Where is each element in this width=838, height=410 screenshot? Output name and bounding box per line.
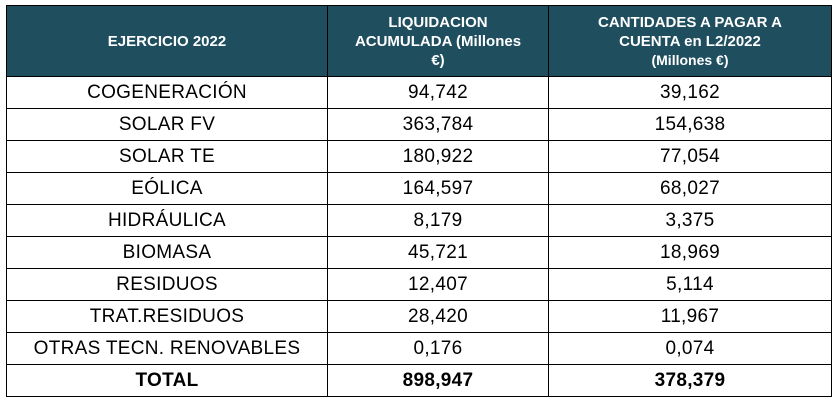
row-label: BIOMASA xyxy=(6,236,328,269)
row-label: SOLAR FV xyxy=(6,108,328,141)
row-liquidacion: 363,784 xyxy=(327,108,549,141)
row-liquidacion: 8,179 xyxy=(327,204,549,237)
row-liquidacion: 164,597 xyxy=(327,172,549,205)
header-liquidacion-line-1: LIQUIDACION xyxy=(388,13,488,31)
table-row: RESIDUOS 12,407 5,114 xyxy=(6,268,832,301)
row-label: SOLAR TE xyxy=(6,140,328,173)
header-ejercicio-line-1: EJERCICIO 2022 xyxy=(107,32,227,50)
header-liquidacion-line-2: ACUMULADA (Millones xyxy=(354,32,522,50)
row-cantidades: 11,967 xyxy=(548,300,832,333)
table-row: TRAT.RESIDUOS 28,420 11,967 xyxy=(6,300,832,333)
table-row: COGENERACIÓN 94,742 39,162 xyxy=(6,76,832,109)
row-liquidacion: 28,420 xyxy=(327,300,549,333)
row-label: EÓLICA xyxy=(6,172,328,205)
liquidacion-table: EJERCICIO 2022 LIQUIDACION ACUMULADA (Mi… xyxy=(6,5,832,397)
total-label: TOTAL xyxy=(6,364,328,397)
row-liquidacion: 45,721 xyxy=(327,236,549,269)
header-liquidacion: LIQUIDACION ACUMULADA (Millones €) xyxy=(327,5,549,77)
row-cantidades: 3,375 xyxy=(548,204,832,237)
table-row: HIDRÁULICA 8,179 3,375 xyxy=(6,204,832,237)
row-liquidacion: 0,176 xyxy=(327,332,549,365)
table-row: SOLAR TE 180,922 77,054 xyxy=(6,140,832,173)
total-liquidacion: 898,947 xyxy=(327,364,549,397)
header-cantidades-line-1: CANTIDADES A PAGAR A xyxy=(598,13,782,31)
total-row: TOTAL 898,947 378,379 xyxy=(6,364,832,397)
header-row: EJERCICIO 2022 LIQUIDACION ACUMULADA (Mi… xyxy=(6,5,832,77)
row-cantidades: 18,969 xyxy=(548,236,832,269)
row-label: OTRAS TECN. RENOVABLES xyxy=(6,332,328,365)
table-row: SOLAR FV 363,784 154,638 xyxy=(6,108,832,141)
row-cantidades: 39,162 xyxy=(548,76,832,109)
row-label: RESIDUOS xyxy=(6,268,328,301)
row-cantidades: 77,054 xyxy=(548,140,832,173)
row-liquidacion: 12,407 xyxy=(327,268,549,301)
header-ejercicio: EJERCICIO 2022 xyxy=(6,5,328,77)
row-label: COGENERACIÓN xyxy=(6,76,328,109)
header-cantidades: CANTIDADES A PAGAR A CUENTA en L2/2022 (… xyxy=(548,5,832,77)
total-cantidades: 378,379 xyxy=(548,364,832,397)
table-container: EJERCICIO 2022 LIQUIDACION ACUMULADA (Mi… xyxy=(6,5,832,397)
table-row: OTRAS TECN. RENOVABLES 0,176 0,074 xyxy=(6,332,832,365)
row-label: HIDRÁULICA xyxy=(6,204,328,237)
table-row: EÓLICA 164,597 68,027 xyxy=(6,172,832,205)
row-label: TRAT.RESIDUOS xyxy=(6,300,328,333)
header-liquidacion-line-3: €) xyxy=(431,51,445,69)
row-cantidades: 0,074 xyxy=(548,332,832,365)
table-row: BIOMASA 45,721 18,969 xyxy=(6,236,832,269)
row-cantidades: 68,027 xyxy=(548,172,832,205)
row-liquidacion: 180,922 xyxy=(327,140,549,173)
row-cantidades: 154,638 xyxy=(548,108,832,141)
header-cantidades-line-2: CUENTA en L2/2022 xyxy=(619,32,761,50)
row-liquidacion: 94,742 xyxy=(327,76,549,109)
header-cantidades-line-3: (Millones €) xyxy=(651,51,729,68)
row-cantidades: 5,114 xyxy=(548,268,832,301)
